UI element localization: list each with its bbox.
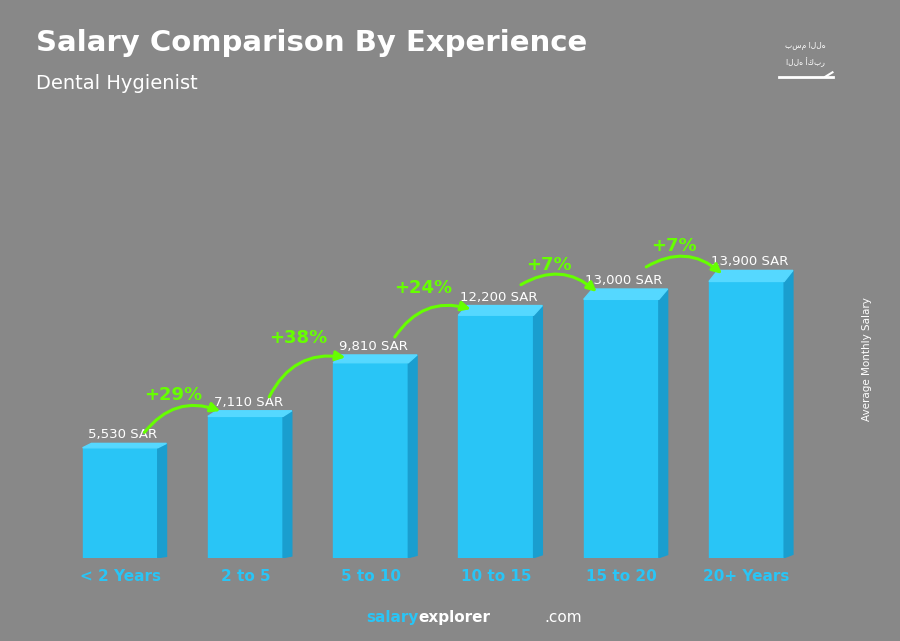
- Text: Salary Comparison By Experience: Salary Comparison By Experience: [36, 29, 587, 57]
- Polygon shape: [458, 315, 534, 558]
- Polygon shape: [458, 306, 543, 315]
- Text: بسم الله: بسم الله: [785, 40, 826, 49]
- Text: .com: .com: [544, 610, 582, 625]
- Text: explorer: explorer: [418, 610, 490, 625]
- Polygon shape: [333, 363, 409, 558]
- Polygon shape: [409, 355, 417, 558]
- Polygon shape: [83, 444, 166, 448]
- Polygon shape: [709, 271, 793, 281]
- Text: +38%: +38%: [269, 329, 328, 347]
- Text: salary: salary: [366, 610, 418, 625]
- Polygon shape: [709, 281, 784, 558]
- Text: 5,530 SAR: 5,530 SAR: [88, 428, 158, 442]
- Text: +24%: +24%: [394, 279, 453, 297]
- Text: 12,200 SAR: 12,200 SAR: [460, 290, 537, 304]
- Polygon shape: [208, 411, 292, 417]
- Text: Dental Hygienist: Dental Hygienist: [36, 74, 198, 93]
- Polygon shape: [158, 444, 166, 558]
- Polygon shape: [584, 289, 668, 299]
- Text: 13,900 SAR: 13,900 SAR: [710, 255, 788, 269]
- Text: الله أكبر: الله أكبر: [786, 57, 825, 67]
- Text: 13,000 SAR: 13,000 SAR: [585, 274, 662, 287]
- Text: +29%: +29%: [144, 387, 202, 404]
- Polygon shape: [784, 271, 793, 558]
- Polygon shape: [333, 355, 417, 363]
- Polygon shape: [659, 289, 668, 558]
- Text: 7,110 SAR: 7,110 SAR: [213, 395, 283, 409]
- Polygon shape: [283, 411, 292, 558]
- Text: Average Monthly Salary: Average Monthly Salary: [861, 297, 872, 421]
- Text: +7%: +7%: [526, 256, 572, 274]
- Polygon shape: [83, 448, 158, 558]
- Polygon shape: [208, 417, 283, 558]
- Polygon shape: [534, 306, 543, 558]
- Text: 9,810 SAR: 9,810 SAR: [339, 340, 408, 353]
- Polygon shape: [584, 299, 659, 558]
- Text: +7%: +7%: [651, 237, 697, 255]
